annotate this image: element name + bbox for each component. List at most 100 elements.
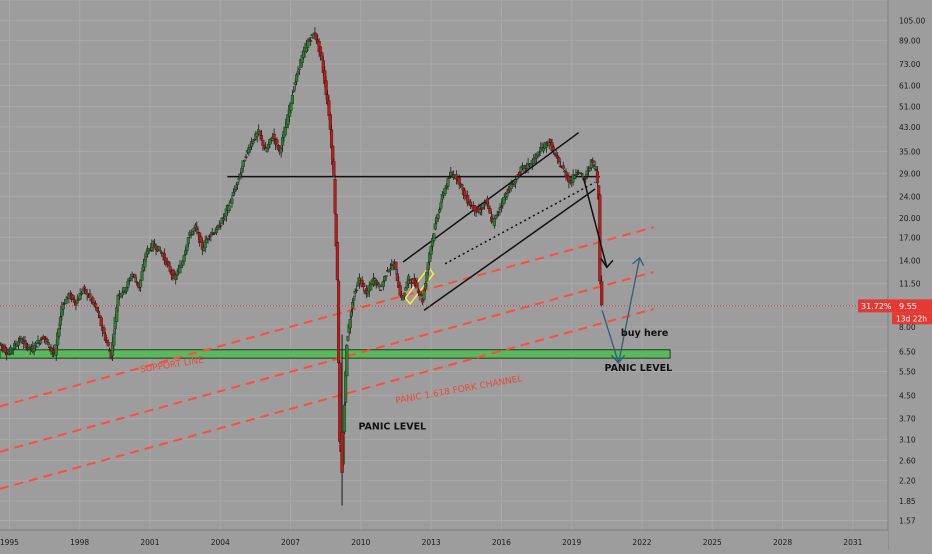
candle-up xyxy=(497,211,501,213)
candle-up xyxy=(447,177,451,179)
price-tick-label: 8.00 xyxy=(899,323,916,332)
candle-down xyxy=(0,342,2,345)
candle-down xyxy=(314,33,318,41)
candle-up xyxy=(513,179,518,184)
candle-down xyxy=(355,289,359,292)
candle-up xyxy=(422,290,426,300)
candle-down xyxy=(340,432,344,473)
candle-up xyxy=(482,202,487,205)
price-axis[interactable] xyxy=(888,0,932,550)
candle-up xyxy=(351,302,355,309)
candle-up xyxy=(352,298,356,301)
candle-down xyxy=(362,283,366,287)
candle-down xyxy=(99,317,103,326)
price-tick-label: 29.00 xyxy=(899,170,921,179)
candle-up xyxy=(515,176,519,180)
countdown-tag xyxy=(892,312,932,325)
candle-up xyxy=(437,209,442,213)
candle-down xyxy=(167,261,171,266)
candle-up xyxy=(184,250,188,255)
candle-down xyxy=(466,195,470,204)
plot-area[interactable] xyxy=(0,0,888,530)
candle-up xyxy=(292,89,296,92)
price-tick-label: 17.00 xyxy=(899,233,921,242)
projection-arrow-top-head xyxy=(632,256,645,267)
candle-up xyxy=(112,333,116,346)
candle-up xyxy=(116,295,120,307)
candle-up xyxy=(512,184,516,187)
candle-up xyxy=(492,218,496,227)
change-pct-label: 31.72% xyxy=(861,302,892,311)
candle-up xyxy=(481,207,485,209)
candle-up xyxy=(537,154,541,156)
candle-up xyxy=(175,274,179,276)
candle-up xyxy=(143,259,147,268)
candle-down xyxy=(91,297,95,303)
candle-down xyxy=(409,282,413,284)
candle-up xyxy=(266,143,271,149)
down-arrow-head xyxy=(600,257,614,269)
candle-up xyxy=(349,311,354,317)
candle-up xyxy=(401,297,405,300)
candle-up xyxy=(57,328,61,337)
candle-up xyxy=(209,234,213,237)
price-tick-label: 1.85 xyxy=(899,497,916,506)
candle-down xyxy=(71,295,75,300)
time-tick-label: 2004 xyxy=(211,538,230,547)
channel-line-2 xyxy=(444,181,596,265)
price-tick-label: 3.70 xyxy=(899,415,916,424)
panic-level-label-2009: PANIC LEVEL xyxy=(358,421,426,432)
candle-up xyxy=(302,50,306,58)
price-tick-label: 89.00 xyxy=(899,36,921,45)
candle-down xyxy=(600,281,604,305)
candle-up xyxy=(64,299,68,304)
candle-up xyxy=(219,225,223,227)
candle-down xyxy=(102,327,106,335)
time-axis[interactable] xyxy=(0,530,888,550)
candle-up xyxy=(158,250,162,252)
price-tick-label: 1.57 xyxy=(899,517,916,526)
candle-up xyxy=(306,41,310,48)
candle-up xyxy=(33,342,37,346)
candle-up xyxy=(126,280,130,288)
candle-up xyxy=(129,278,133,281)
candle-up xyxy=(79,292,84,295)
candle-up xyxy=(293,82,297,85)
dashed-fork-line-1 xyxy=(0,226,654,408)
candle-down xyxy=(327,100,331,116)
candle-down xyxy=(334,214,338,247)
candle-up xyxy=(353,290,357,294)
candle-down xyxy=(258,131,262,136)
candle-up xyxy=(443,188,447,194)
candle-up xyxy=(231,192,235,197)
candle-down xyxy=(84,288,88,294)
candle-down xyxy=(95,307,99,312)
candle-up xyxy=(236,181,240,185)
candle-down xyxy=(206,238,210,240)
last-price-tag xyxy=(892,299,932,313)
candle-up xyxy=(191,231,195,235)
time-tick-label: 2010 xyxy=(351,538,370,547)
candle-up xyxy=(426,262,430,270)
candle-down xyxy=(106,342,110,347)
price-tick-label: 11.50 xyxy=(899,280,921,289)
time-tick-label: 1998 xyxy=(70,538,89,547)
candle-up xyxy=(265,147,269,153)
candle-up xyxy=(423,283,428,290)
candle-up xyxy=(446,178,450,187)
candle-down xyxy=(168,266,172,272)
candle-down xyxy=(160,251,164,254)
candle-down xyxy=(94,303,98,307)
candle-up xyxy=(498,207,502,210)
candle-down xyxy=(419,294,423,296)
candle-down xyxy=(468,201,473,207)
candle-down xyxy=(488,208,492,214)
candle-down xyxy=(378,289,383,292)
candle-up xyxy=(233,189,237,192)
candle-up xyxy=(205,239,209,243)
candle-up xyxy=(579,173,584,175)
panic-level-label-future: PANIC LEVEL xyxy=(604,363,672,374)
candle-up xyxy=(243,160,247,162)
candle-down xyxy=(460,184,464,187)
